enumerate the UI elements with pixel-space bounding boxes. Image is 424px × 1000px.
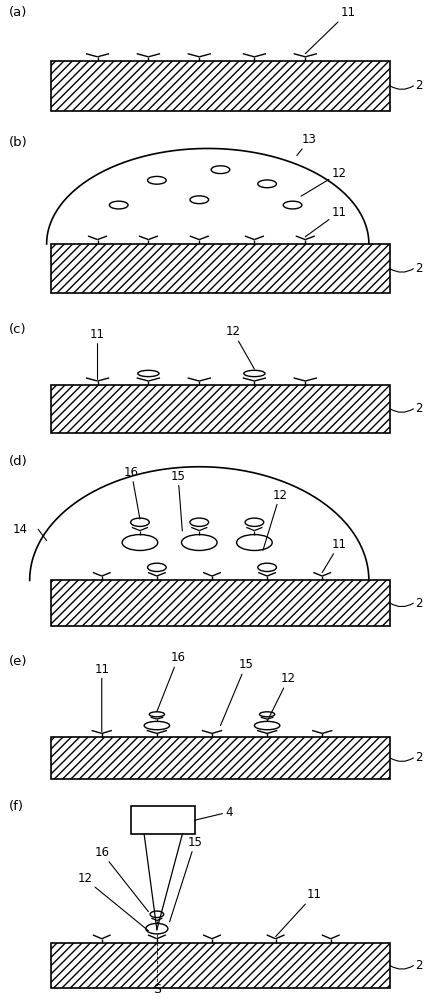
Text: 2: 2 <box>416 402 423 415</box>
Text: (f): (f) <box>8 800 23 813</box>
Text: 16: 16 <box>124 466 140 519</box>
Text: (a): (a) <box>8 6 27 19</box>
Text: 12: 12 <box>226 325 254 369</box>
Bar <box>51 580 390 626</box>
Text: (d): (d) <box>8 455 27 468</box>
Text: (c): (c) <box>8 323 26 336</box>
Text: 11: 11 <box>305 206 347 237</box>
Bar <box>131 806 195 834</box>
Text: 2: 2 <box>416 79 423 92</box>
Text: 15: 15 <box>170 836 203 922</box>
Text: S: S <box>153 983 161 996</box>
Text: 12: 12 <box>301 167 347 196</box>
Text: 12: 12 <box>267 672 296 721</box>
Text: 2: 2 <box>416 597 423 610</box>
Bar <box>51 61 390 111</box>
Bar <box>51 737 390 779</box>
Text: 12: 12 <box>77 872 148 931</box>
Text: 11: 11 <box>322 538 347 572</box>
Text: 4: 4 <box>195 806 233 820</box>
Bar <box>51 385 390 433</box>
Text: 13: 13 <box>297 133 317 156</box>
Text: 11: 11 <box>90 328 105 379</box>
Text: 15: 15 <box>170 470 186 531</box>
Text: (e): (e) <box>8 655 27 668</box>
Bar <box>51 943 390 988</box>
Bar <box>51 580 390 626</box>
Text: 11: 11 <box>305 6 355 54</box>
Text: 14: 14 <box>13 523 28 536</box>
Bar <box>51 61 390 111</box>
Text: 2: 2 <box>416 959 423 972</box>
Text: 12: 12 <box>263 489 287 550</box>
Bar <box>51 737 390 779</box>
Text: (b): (b) <box>8 136 27 149</box>
Text: 11: 11 <box>94 663 109 732</box>
Text: 2: 2 <box>416 751 423 764</box>
Bar <box>51 385 390 433</box>
Text: 16: 16 <box>94 846 148 912</box>
Bar <box>51 244 390 293</box>
Bar <box>51 943 390 988</box>
Bar <box>51 244 390 293</box>
Text: 16: 16 <box>157 651 186 712</box>
Text: 15: 15 <box>220 658 254 726</box>
Text: 11: 11 <box>276 888 321 937</box>
Text: 2: 2 <box>416 262 423 275</box>
